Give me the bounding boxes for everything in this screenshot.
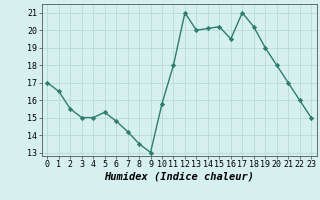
- X-axis label: Humidex (Indice chaleur): Humidex (Indice chaleur): [104, 172, 254, 182]
